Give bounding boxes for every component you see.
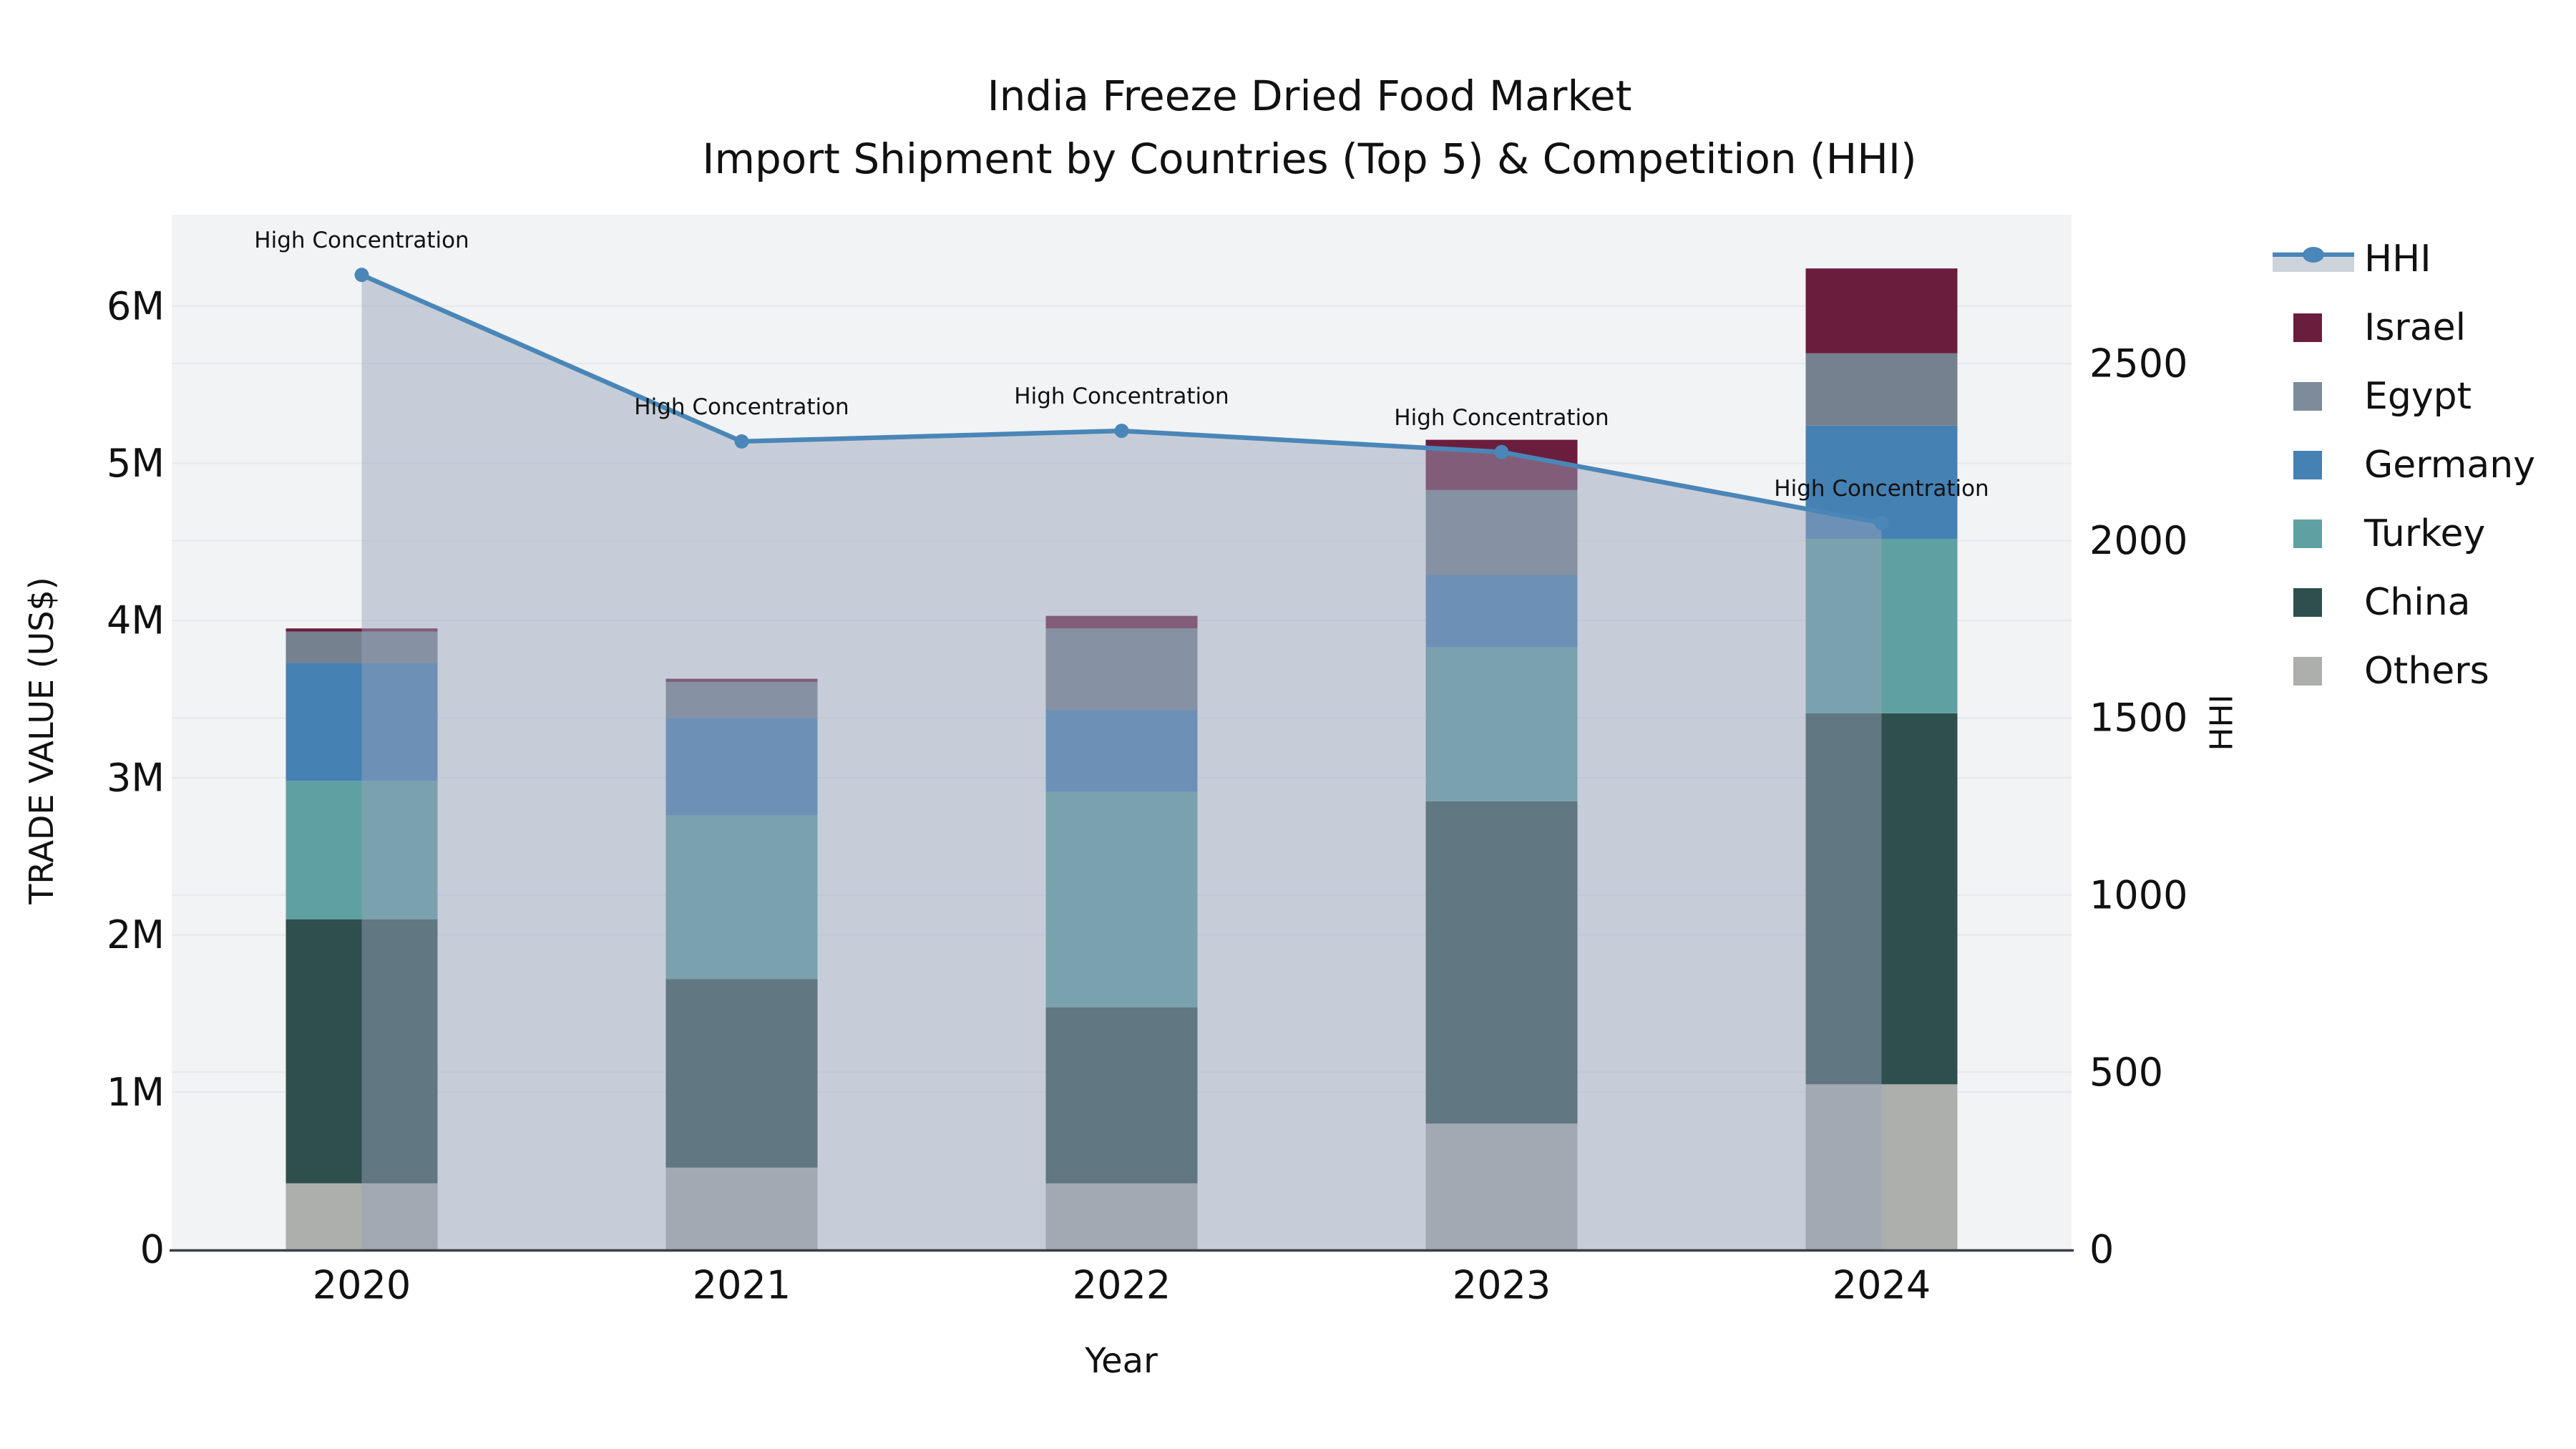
hhi-marker-2021 — [734, 434, 749, 449]
x-axis-title: Year — [1084, 1341, 1158, 1381]
y-axis-title-right: HHI — [2204, 694, 2240, 751]
bar-segment-2020-egypt — [286, 631, 438, 663]
hhi-marker-2024 — [1874, 515, 1889, 530]
bar-segment-2023-others — [1425, 1123, 1578, 1249]
annotation-2023: High Concentration — [1394, 405, 1609, 431]
y-left-tick-4M: 4M — [107, 598, 165, 643]
annotation-2024: High Concentration — [1774, 476, 1989, 502]
y-right-tick-500: 500 — [2089, 1050, 2163, 1095]
legend-label-others: Others — [2364, 650, 2489, 693]
bar-segment-2021-china — [665, 979, 818, 1168]
bar-segment-2020-israel — [286, 628, 438, 632]
legend-hhi-area-swatch — [2273, 258, 2354, 272]
annotation-2021: High Concentration — [634, 394, 849, 420]
legend-label-hhi: HHI — [2364, 238, 2431, 280]
legend-label-israel: Israel — [2364, 306, 2466, 349]
legend-item-israel: Israel — [2293, 306, 2466, 349]
x-tick-2023: 2023 — [1453, 1263, 1551, 1308]
point-annotations: High Concentration High Concentration High… — [254, 228, 1989, 502]
chart-title-line1: India Freeze Dried Food Market — [987, 72, 1632, 120]
legend-label-egypt: Egypt — [2364, 375, 2472, 418]
bar-segment-2021-germany — [665, 718, 818, 816]
y-right-tick-2500: 2500 — [2089, 341, 2187, 386]
hhi-area-fill — [361, 275, 1882, 1249]
y-left-tick-6M: 6M — [107, 283, 165, 328]
y-right-tick-0: 0 — [2089, 1227, 2114, 1272]
hhi-line — [354, 268, 1889, 530]
bar-segment-2023-germany — [1425, 575, 1578, 648]
y-right-tick-1500: 1500 — [2089, 696, 2187, 741]
legend: HHI Israel Egypt Germany Turkey China Others — [2273, 238, 2535, 693]
bar-segment-2020-china — [286, 919, 438, 1184]
y-right-tick-1000: 1000 — [2089, 872, 2187, 917]
y-left-tick-2M: 2M — [107, 912, 165, 957]
y-left-tick-5M: 5M — [107, 441, 165, 486]
chart-title-line2: Import Shipment by Countries (Top 5) & C… — [702, 135, 1916, 183]
x-tick-2022: 2022 — [1073, 1263, 1171, 1308]
bar-segment-2024-turkey — [1805, 539, 1958, 713]
bar-segment-2022-israel — [1045, 615, 1198, 629]
y-right-tick-2000: 2000 — [2089, 518, 2187, 563]
legend-item-turkey: Turkey — [2293, 512, 2485, 555]
bar-segment-2022-egypt — [1045, 628, 1198, 711]
bar-segment-2022-others — [1045, 1183, 1198, 1249]
x-tick-2024: 2024 — [1833, 1263, 1931, 1308]
bar-segment-2021-egypt — [665, 681, 818, 718]
legend-swatch-germany — [2293, 451, 2322, 479]
legend-swatch-others — [2293, 657, 2322, 686]
bar-segment-2022-china — [1045, 1007, 1198, 1184]
bar-segment-2024-israel — [1805, 268, 1958, 353]
legend-swatch-turkey — [2293, 519, 2322, 548]
legend-swatch-egypt — [2293, 382, 2322, 411]
bar-segment-2020-others — [286, 1183, 438, 1249]
hhi-marker-2023 — [1494, 444, 1509, 459]
bar-segment-2022-turkey — [1045, 791, 1198, 1008]
y-left-tick-1M: 1M — [107, 1070, 165, 1115]
legend-item-china: China — [2293, 581, 2471, 624]
bar-segment-2024-egypt — [1805, 353, 1958, 426]
x-tick-2021: 2021 — [693, 1263, 791, 1308]
legend-item-egypt: Egypt — [2293, 375, 2472, 418]
y-left-tick-0: 0 — [140, 1227, 165, 1272]
legend-label-china: China — [2364, 581, 2471, 624]
y-left-tick-3M: 3M — [107, 755, 165, 800]
legend-label-germany: Germany — [2364, 444, 2535, 487]
annotation-2020: High Concentration — [254, 228, 469, 253]
annotation-2022: High Concentration — [1014, 384, 1229, 409]
bar-segment-2024-china — [1805, 713, 1958, 1085]
stacked-bars — [286, 268, 1958, 1249]
bar-segment-2022-germany — [1045, 710, 1198, 792]
bar-segment-2023-egypt — [1425, 489, 1578, 575]
legend-swatch-israel — [2293, 313, 2322, 342]
legend-item-hhi: HHI — [2273, 238, 2431, 280]
bar-segment-2020-turkey — [286, 781, 438, 919]
legend-item-germany: Germany — [2293, 444, 2535, 487]
bar-segment-2021-others — [665, 1167, 818, 1249]
bar-segment-2023-china — [1425, 801, 1578, 1124]
hhi-area-polygon — [361, 275, 1882, 1249]
legend-swatch-china — [2293, 588, 2322, 617]
bar-segment-2020-germany — [286, 663, 438, 781]
axis-tick-labels: 0 1M 2M 3M 4M 5M 6M 0 500 1000 1500 2000 2500 2020 202… — [107, 283, 2187, 1307]
bar-segment-2021-israel — [665, 678, 818, 682]
legend-hhi-marker-swatch — [2303, 247, 2324, 263]
y-axis-title-left: TRADE VALUE (US$) — [22, 577, 61, 904]
x-tick-2020: 2020 — [313, 1263, 411, 1308]
bar-segment-2023-turkey — [1425, 647, 1578, 801]
bar-segment-2021-turkey — [665, 815, 818, 980]
hhi-marker-2020 — [354, 268, 369, 283]
legend-item-others: Others — [2293, 650, 2489, 693]
bar-segment-2024-others — [1805, 1084, 1958, 1249]
legend-label-turkey: Turkey — [2363, 512, 2485, 555]
hhi-marker-2022 — [1114, 424, 1129, 439]
